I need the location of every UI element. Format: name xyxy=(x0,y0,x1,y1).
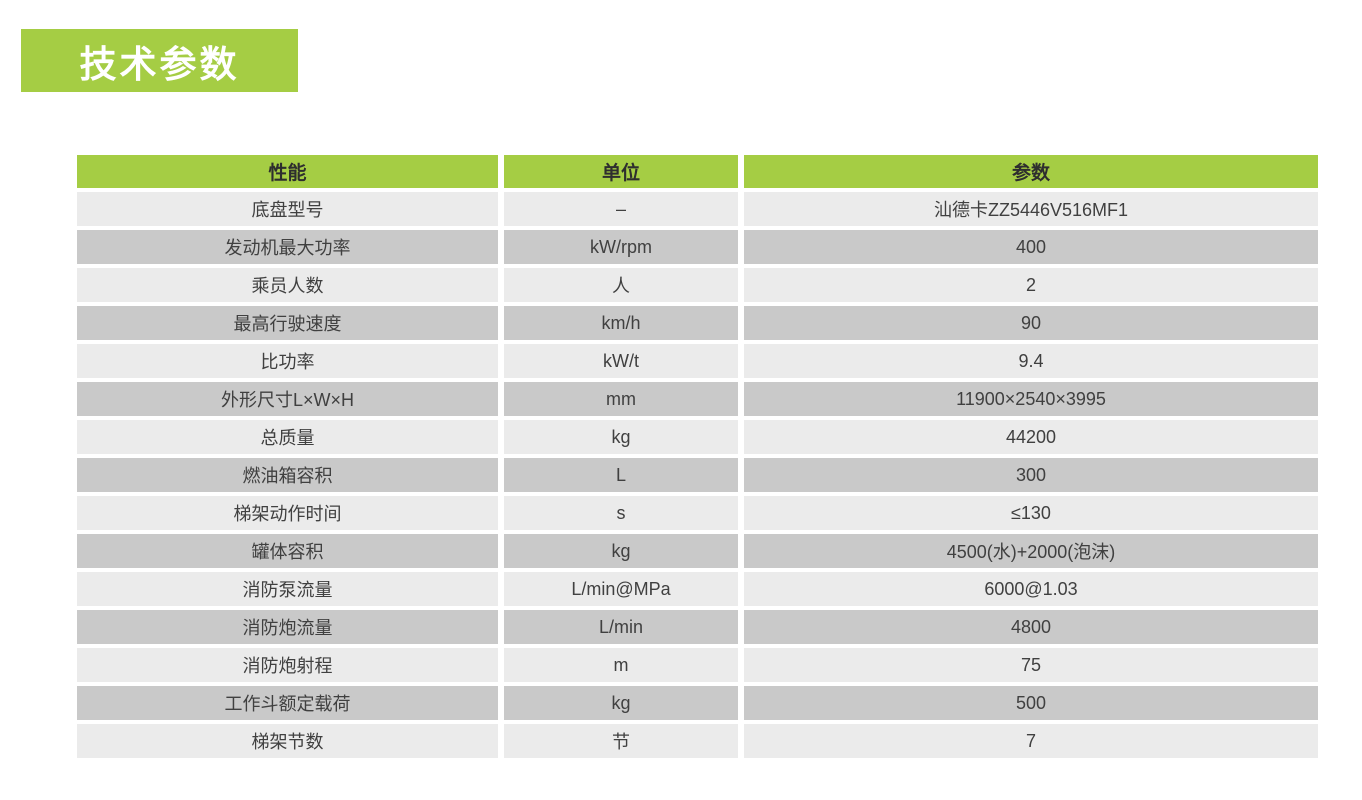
table-row: 消防炮流量 L/min 4800 xyxy=(77,610,1318,644)
spec-value-cell: 44200 xyxy=(744,420,1318,454)
table-header-row: 性能 单位 参数 xyxy=(77,155,1318,188)
spec-value-cell: 500 xyxy=(744,686,1318,720)
spec-name-cell: 梯架节数 xyxy=(77,724,498,758)
spec-value-cell: ≤130 xyxy=(744,496,1318,530)
header-cell-performance: 性能 xyxy=(77,155,498,188)
spec-name-cell: 底盘型号 xyxy=(77,192,498,226)
spec-unit-cell: 人 xyxy=(504,268,738,302)
spec-value-cell: 2 xyxy=(744,268,1318,302)
table-row: 总质量 kg 44200 xyxy=(77,420,1318,454)
spec-value-cell: 4500(水)+2000(泡沫) xyxy=(744,534,1318,568)
spec-name-cell: 梯架动作时间 xyxy=(77,496,498,530)
table-row: 消防泵流量 L/min@MPa 6000@1.03 xyxy=(77,572,1318,606)
section-title: 技术参数 xyxy=(79,43,240,85)
spec-unit-cell: kW/t xyxy=(504,344,738,378)
spec-unit-cell: L xyxy=(504,458,738,492)
spec-value-cell: 9.4 xyxy=(744,344,1318,378)
spec-value-cell: 11900×2540×3995 xyxy=(744,382,1318,416)
table-row: 梯架动作时间 s ≤130 xyxy=(77,496,1318,530)
spec-value-cell: 6000@1.03 xyxy=(744,572,1318,606)
table-row: 比功率 kW/t 9.4 xyxy=(77,344,1318,378)
header-cell-parameter: 参数 xyxy=(744,155,1318,188)
table-row: 消防炮射程 m 75 xyxy=(77,648,1318,682)
spec-unit-cell: m xyxy=(504,648,738,682)
header-cell-unit: 单位 xyxy=(504,155,738,188)
table-row: 工作斗额定载荷 kg 500 xyxy=(77,686,1318,720)
spec-value-cell: 90 xyxy=(744,306,1318,340)
spec-unit-cell: – xyxy=(504,192,738,226)
spec-unit-cell: kg xyxy=(504,420,738,454)
spec-unit-cell: L/min@MPa xyxy=(504,572,738,606)
spec-value-cell: 300 xyxy=(744,458,1318,492)
table-row: 燃油箱容积 L 300 xyxy=(77,458,1318,492)
spec-table: 性能 单位 参数 底盘型号 – 汕德卡ZZ5446V516MF1 发动机最大功率… xyxy=(77,155,1318,758)
spec-name-cell: 消防炮射程 xyxy=(77,648,498,682)
table-row: 发动机最大功率 kW/rpm 400 xyxy=(77,230,1318,264)
spec-name-cell: 外形尺寸L×W×H xyxy=(77,382,498,416)
spec-name-cell: 发动机最大功率 xyxy=(77,230,498,264)
spec-unit-cell: kg xyxy=(504,534,738,568)
spec-name-cell: 罐体容积 xyxy=(77,534,498,568)
spec-value-cell: 400 xyxy=(744,230,1318,264)
spec-unit-cell: kg xyxy=(504,686,738,720)
spec-value-cell: 4800 xyxy=(744,610,1318,644)
table-row: 底盘型号 – 汕德卡ZZ5446V516MF1 xyxy=(77,192,1318,226)
spec-value-cell: 7 xyxy=(744,724,1318,758)
table-row: 乘员人数 人 2 xyxy=(77,268,1318,302)
table-row: 最高行驶速度 km/h 90 xyxy=(77,306,1318,340)
spec-name-cell: 乘员人数 xyxy=(77,268,498,302)
spec-name-cell: 比功率 xyxy=(77,344,498,378)
spec-name-cell: 消防泵流量 xyxy=(77,572,498,606)
spec-unit-cell: s xyxy=(504,496,738,530)
spec-unit-cell: km/h xyxy=(504,306,738,340)
spec-value-cell: 75 xyxy=(744,648,1318,682)
spec-unit-cell: 节 xyxy=(504,724,738,758)
spec-name-cell: 消防炮流量 xyxy=(77,610,498,644)
spec-name-cell: 总质量 xyxy=(77,420,498,454)
table-row: 罐体容积 kg 4500(水)+2000(泡沫) xyxy=(77,534,1318,568)
spec-value-cell: 汕德卡ZZ5446V516MF1 xyxy=(744,192,1318,226)
table-row: 梯架节数 节 7 xyxy=(77,724,1318,758)
spec-unit-cell: kW/rpm xyxy=(504,230,738,264)
table-row: 外形尺寸L×W×H mm 11900×2540×3995 xyxy=(77,382,1318,416)
section-title-badge: 技术参数 xyxy=(21,29,298,92)
spec-name-cell: 最高行驶速度 xyxy=(77,306,498,340)
spec-name-cell: 工作斗额定载荷 xyxy=(77,686,498,720)
spec-name-cell: 燃油箱容积 xyxy=(77,458,498,492)
spec-unit-cell: mm xyxy=(504,382,738,416)
spec-unit-cell: L/min xyxy=(504,610,738,644)
